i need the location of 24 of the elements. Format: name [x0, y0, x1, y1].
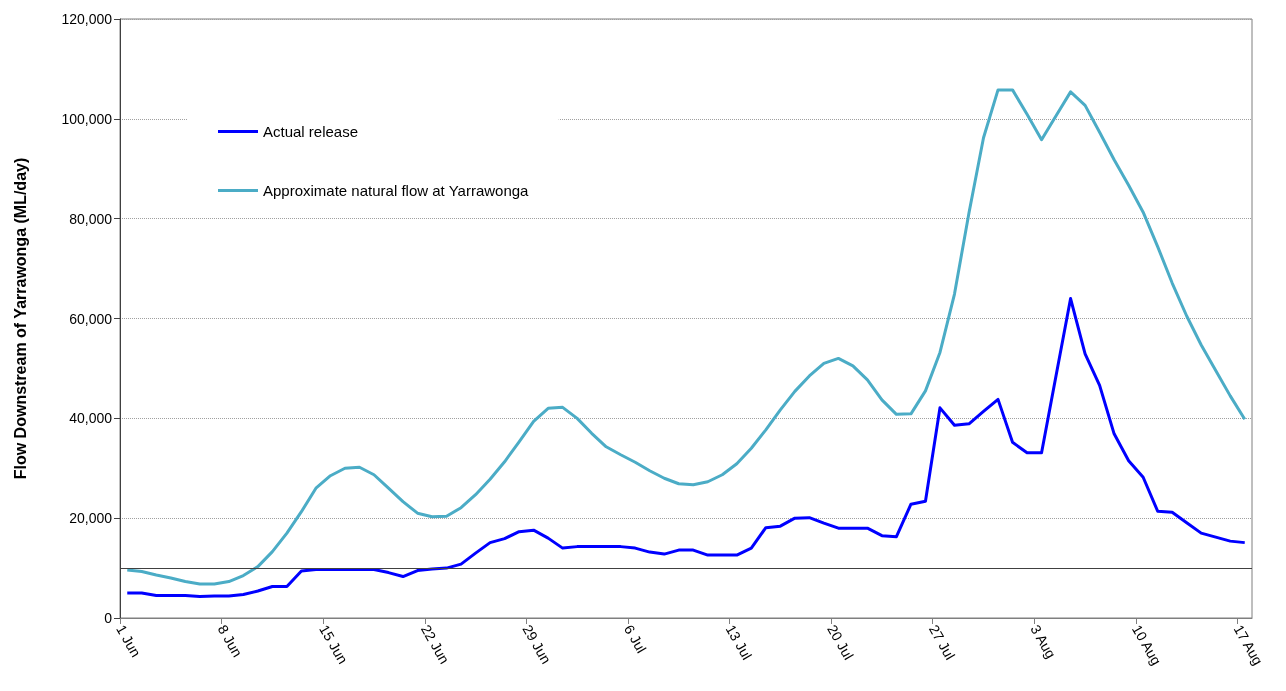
x-tick-label: 22 Jun [417, 622, 453, 667]
x-tick-label: 10 Aug [1128, 622, 1165, 668]
x-tick-label: 17 Aug [1230, 622, 1267, 668]
legend-label: Actual release [263, 123, 359, 140]
x-tick-label: 8 Jun [214, 622, 246, 660]
x-tick-label: 6 Jul [621, 622, 650, 656]
x-tick-label: 20 Jul [824, 622, 857, 663]
x-tick-label: 15 Jun [316, 622, 352, 667]
y-tick-label: 0 [104, 610, 113, 626]
y-tick-label: 120,000 [61, 11, 113, 27]
x-tick-label: 1 Jun [113, 622, 145, 660]
x-tick-label: 27 Jul [925, 622, 959, 663]
y-tick-label: 20,000 [69, 510, 113, 527]
line-series [125, 88, 1247, 586]
y-tick-label: 80,000 [69, 210, 113, 227]
x-tick-label: 29 Jun [519, 622, 555, 667]
y-axis-title: Flow Downstream of Yarrawonga (ML/day) [11, 157, 29, 480]
y-tick-label: 100,000 [61, 110, 113, 127]
y-tick-label: 40,000 [69, 410, 113, 427]
x-tick-label: 3 Aug [1027, 622, 1060, 661]
y-tick-label: 60,000 [69, 310, 113, 327]
legend-label: Approximate natural flow at Yarrawonga [263, 182, 530, 199]
x-tick-label: 13 Jul [722, 622, 756, 663]
line-series [125, 297, 1247, 599]
